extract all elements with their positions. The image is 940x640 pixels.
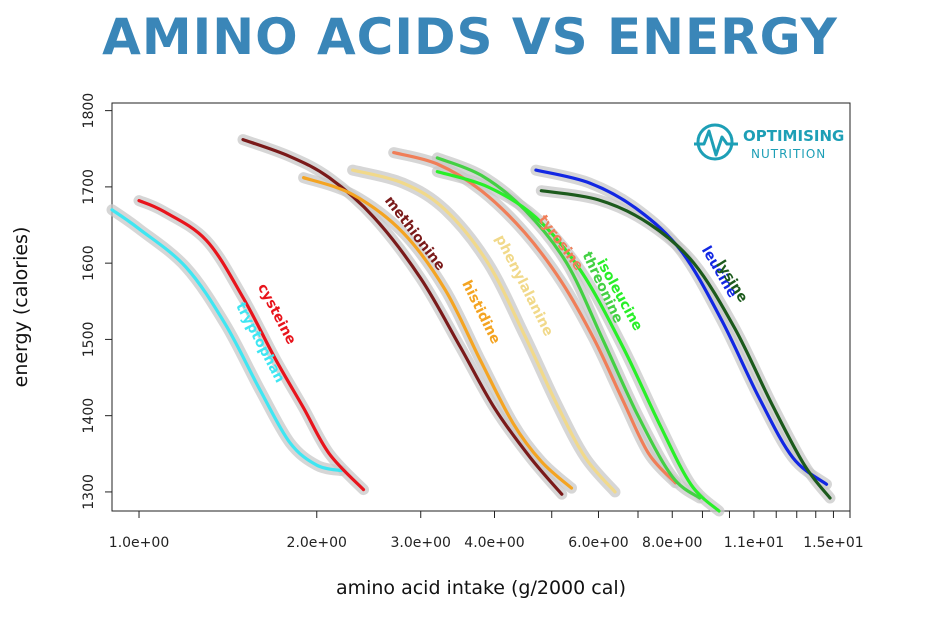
series-line-lysine xyxy=(539,189,832,500)
heartbeat-pulse-icon xyxy=(694,123,738,161)
series-line-tyrosine xyxy=(392,151,677,485)
logo-name-line2: NUTRITION xyxy=(751,147,826,161)
series-line-histidine xyxy=(302,176,574,490)
y-axis-title: energy (calories) xyxy=(10,227,32,388)
y-tick-label: 1700 xyxy=(81,169,97,205)
y-tick-label: 1400 xyxy=(81,398,97,434)
x-tick-label: 1.1e+01 xyxy=(724,535,784,551)
y-tick-label: 1800 xyxy=(81,93,97,129)
x-tick-label: 1.0e+00 xyxy=(109,535,169,551)
confidence-band xyxy=(133,195,369,496)
confidence-band xyxy=(431,152,706,504)
x-axis-title: amino acid intake (g/2000 cal) xyxy=(336,577,626,599)
series-label-tyrosine: tyrosine xyxy=(535,212,587,274)
plot-frame xyxy=(111,102,851,512)
logo-name-line1: OPTIMISING xyxy=(743,127,844,145)
series-lines xyxy=(110,138,832,513)
logo: OPTIMISING NUTRITION xyxy=(694,123,844,161)
x-tick-label: 1.5e+01 xyxy=(803,535,863,551)
series-labels: tryptophancysteinemethioninehistidinephe… xyxy=(232,193,751,385)
series-line-leucine xyxy=(534,168,829,486)
confidence-bands xyxy=(106,134,836,517)
y-tick-label: 1300 xyxy=(81,474,97,510)
series-line-isoleucine xyxy=(435,170,721,513)
y-tick-label: 1500 xyxy=(81,322,97,358)
y-tick-label: 1600 xyxy=(81,245,97,281)
series-line-phenylalanine xyxy=(351,168,617,494)
x-tick-label: 2.0e+00 xyxy=(287,535,347,551)
series-line-tryptophan xyxy=(110,208,343,473)
axes: 1.0e+00 2.0e+00 3.0e+00 4.0e+00 6.0e+00 8.0e+… xyxy=(81,93,864,551)
confidence-band xyxy=(106,204,347,477)
x-tick-label: 6.0e+00 xyxy=(568,535,628,551)
x-tick-label: 8.0e+00 xyxy=(642,535,702,551)
chart-title: AMINO ACIDS VS ENERGY xyxy=(102,8,838,66)
series-line-cysteine xyxy=(137,199,366,492)
x-tick-label: 4.0e+00 xyxy=(464,535,524,551)
x-tick-label: 3.0e+00 xyxy=(391,535,451,551)
series-line-methionine xyxy=(241,138,564,496)
series-line-threonine xyxy=(435,156,702,500)
